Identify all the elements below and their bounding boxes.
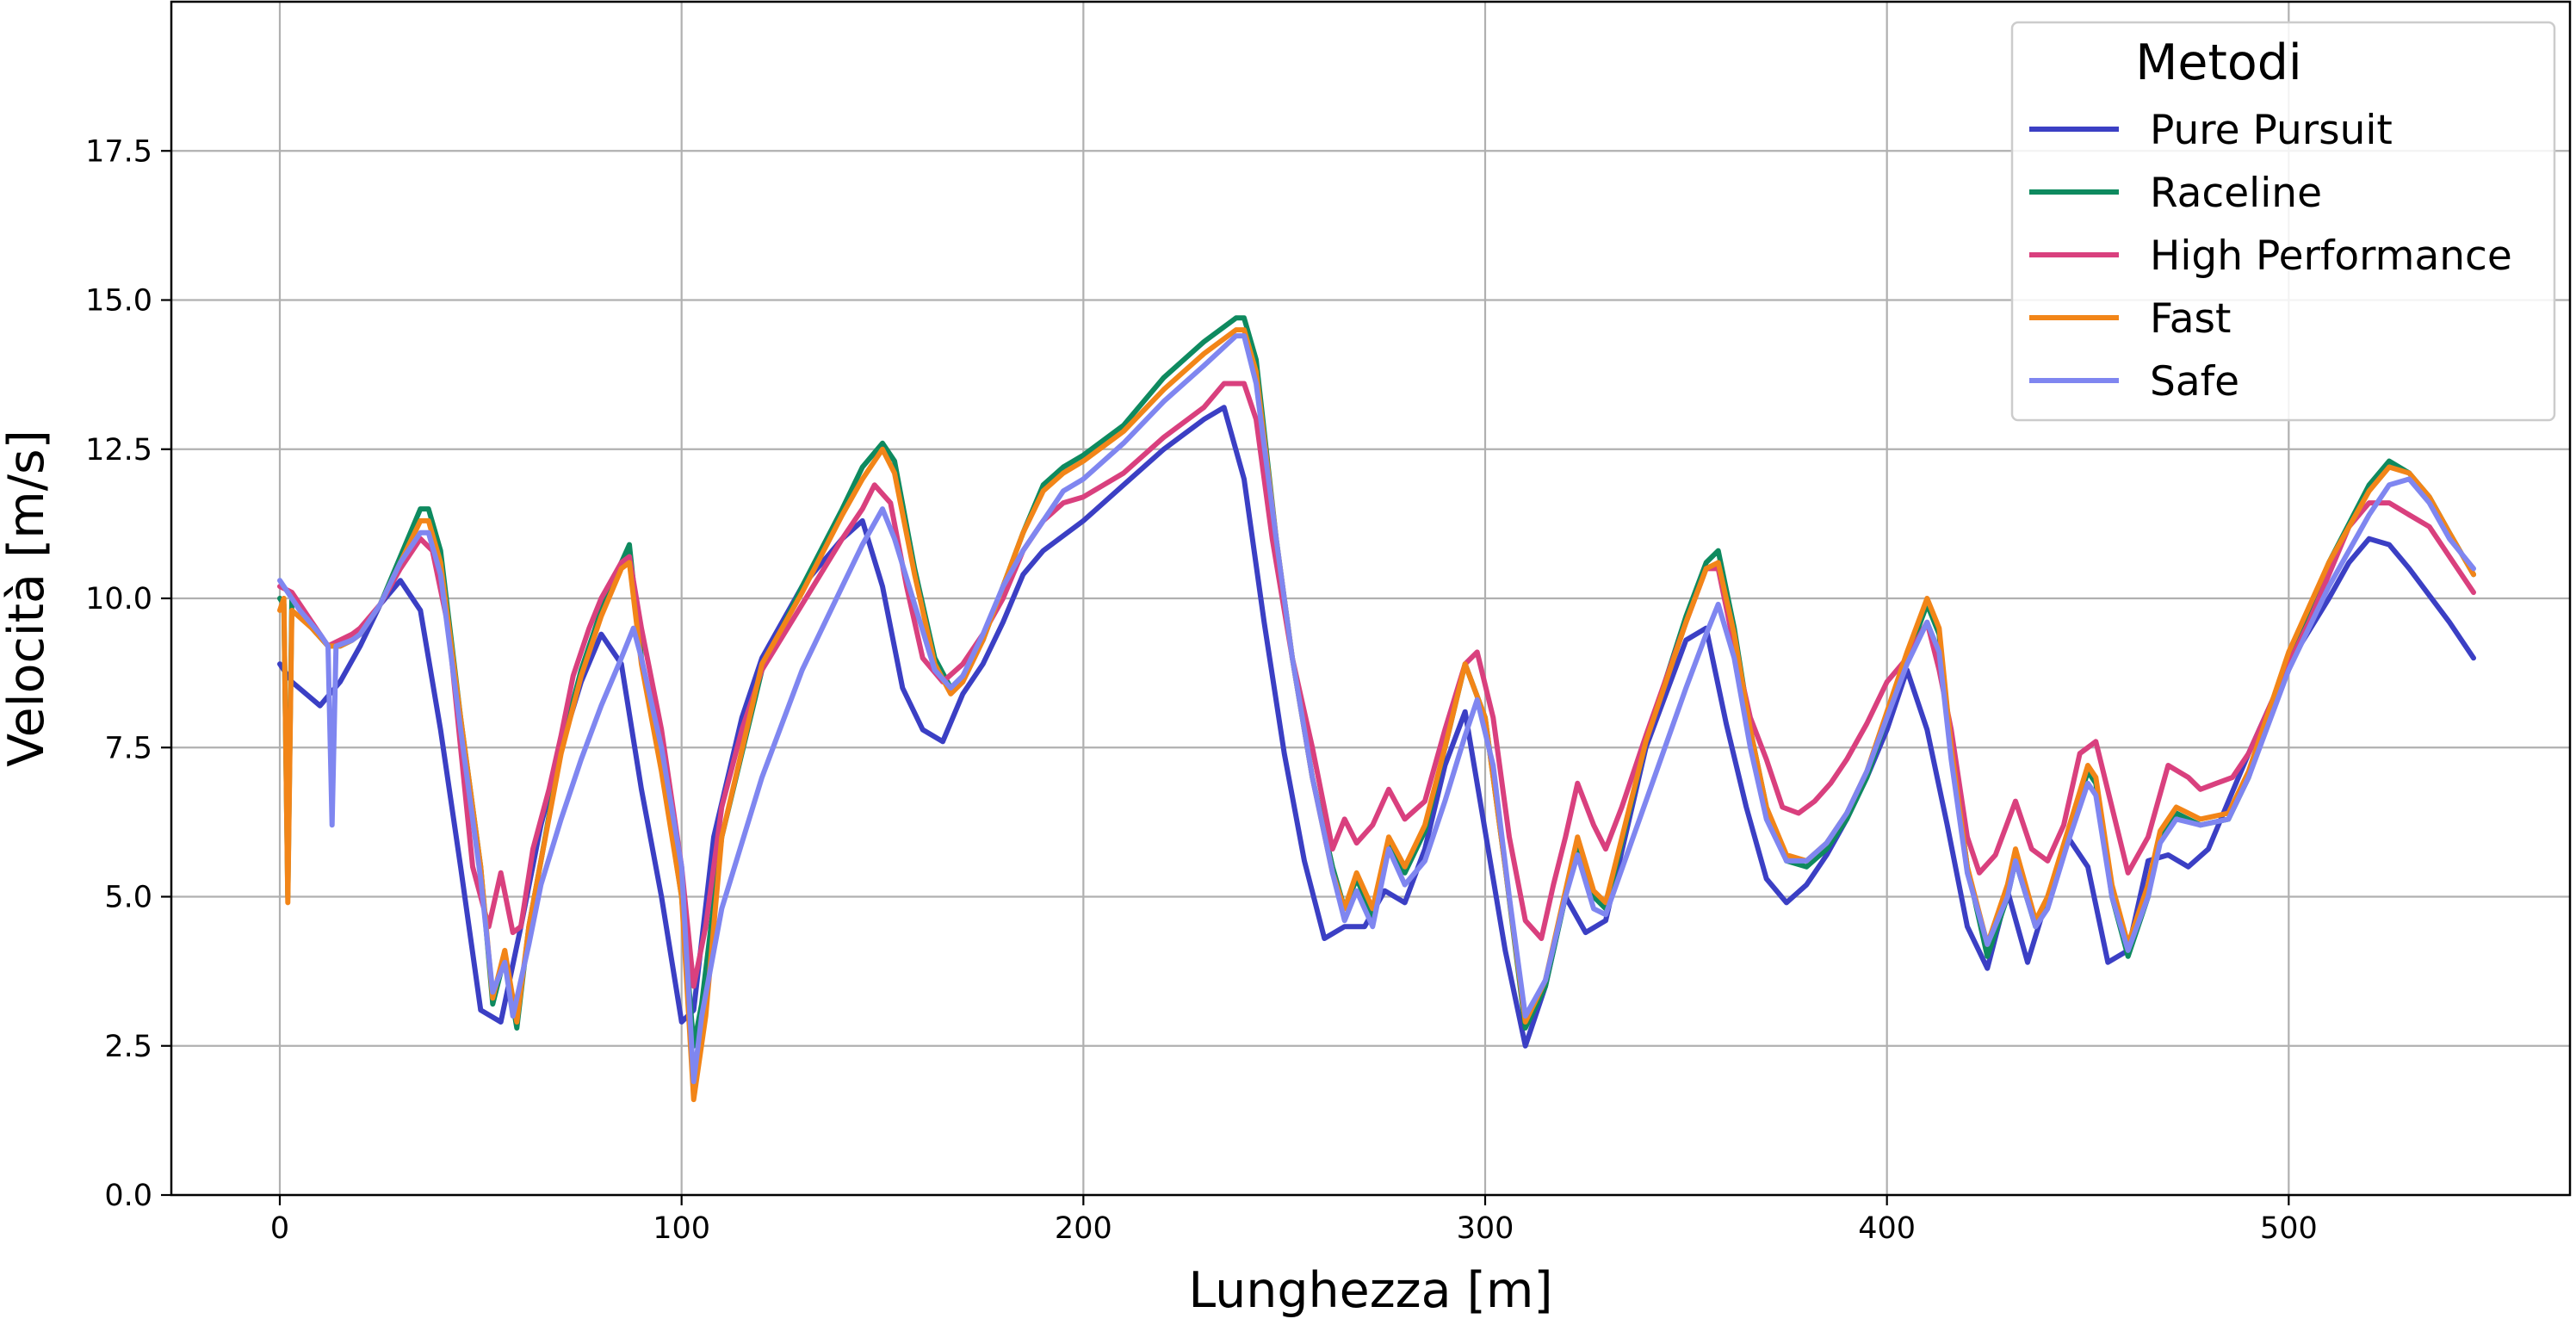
y-axis-label: Velocità [m/s] (0, 430, 55, 767)
legend-title: Metodi (2135, 34, 2302, 91)
legend-box (2010, 21, 2556, 422)
series-line-pure-pursuit (277, 405, 2476, 1049)
x-tick-label: 500 (2260, 1211, 2318, 1246)
y-tick-label: 2.5 (104, 1030, 152, 1064)
series-line-high-performance (277, 381, 2476, 989)
legend-items: Pure Pursuit Raceline High Performance Fast… (2029, 107, 2512, 406)
y-tick-label: 17.5 (85, 134, 152, 169)
series-lines (277, 315, 2476, 1103)
y-tick-label: 10.0 (85, 582, 152, 616)
legend: Metodi Pure Pursuit Raceline High Performa… (2010, 21, 2556, 422)
y-tick-label: 12.5 (85, 433, 152, 468)
y-tick-label: 5.0 (104, 881, 152, 915)
x-tick-label: 300 (1457, 1211, 1514, 1246)
x-axis-label: Lunghezza [m] (1188, 1262, 1552, 1319)
x-tick-label: 100 (653, 1211, 710, 1246)
x-tick-label: 200 (1055, 1211, 1112, 1246)
legend-label: Raceline (2150, 170, 2322, 217)
y-tick-label: 15.0 (85, 284, 152, 319)
axis-ticks: 0 100 200 300 400 500 0.0 2.5 5.0 7.5 10.0 12.5 15.0… (85, 134, 2318, 1246)
series-line-safe (277, 333, 2476, 1085)
legend-label: Pure Pursuit (2150, 107, 2393, 154)
y-tick-label: 7.5 (104, 731, 152, 765)
x-tick-label: 0 (270, 1211, 289, 1246)
y-tick-label: 0.0 (104, 1179, 152, 1213)
x-tick-label: 400 (1858, 1211, 1916, 1246)
legend-label: Fast (2150, 295, 2231, 343)
legend-label: Safe (2150, 358, 2239, 406)
legend-label: High Performance (2150, 232, 2512, 280)
